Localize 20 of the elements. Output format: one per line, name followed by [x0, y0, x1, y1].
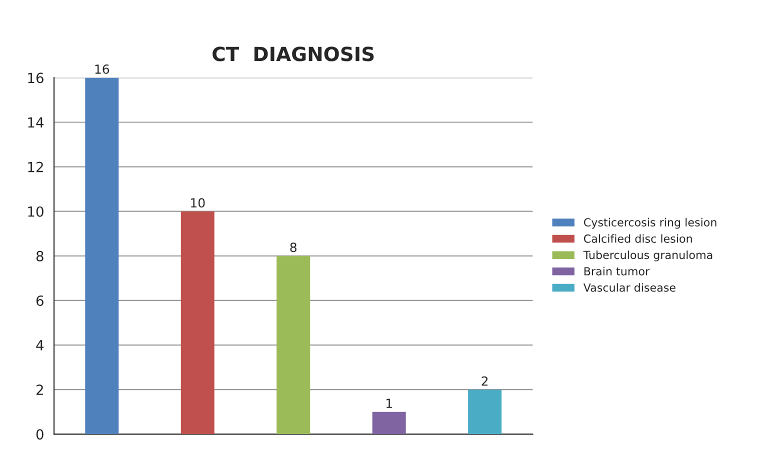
data-label: 8 — [290, 242, 296, 252]
legend-label: Calcified disc lesion — [584, 234, 692, 243]
y-tick-label: 2 — [36, 384, 43, 395]
chart-title: CT DIAGNOSIS — [212, 46, 374, 62]
y-tick-label: 12 — [28, 162, 43, 172]
y-tick-label: 6 — [36, 295, 44, 306]
legend-label: Vascular disease — [583, 283, 676, 292]
data-label: 16 — [95, 64, 110, 74]
y-tick-label: 4 — [36, 340, 44, 350]
data-label: 1 — [386, 398, 392, 408]
y-tick-label: 10 — [28, 206, 44, 217]
y-tick-label: 14 — [28, 117, 44, 128]
legend-label: Brain tumor — [584, 266, 650, 276]
data-label: 10 — [191, 198, 205, 208]
legend-label: Tuberculous granuloma — [583, 250, 712, 262]
y-tick-label: 8 — [36, 250, 44, 262]
y-tick-label: 16 — [28, 72, 44, 84]
y-tick-label: 0 — [36, 429, 44, 440]
data-label: 2 — [482, 376, 488, 386]
legend-label: Cysticercosis ring lesion — [584, 218, 716, 229]
